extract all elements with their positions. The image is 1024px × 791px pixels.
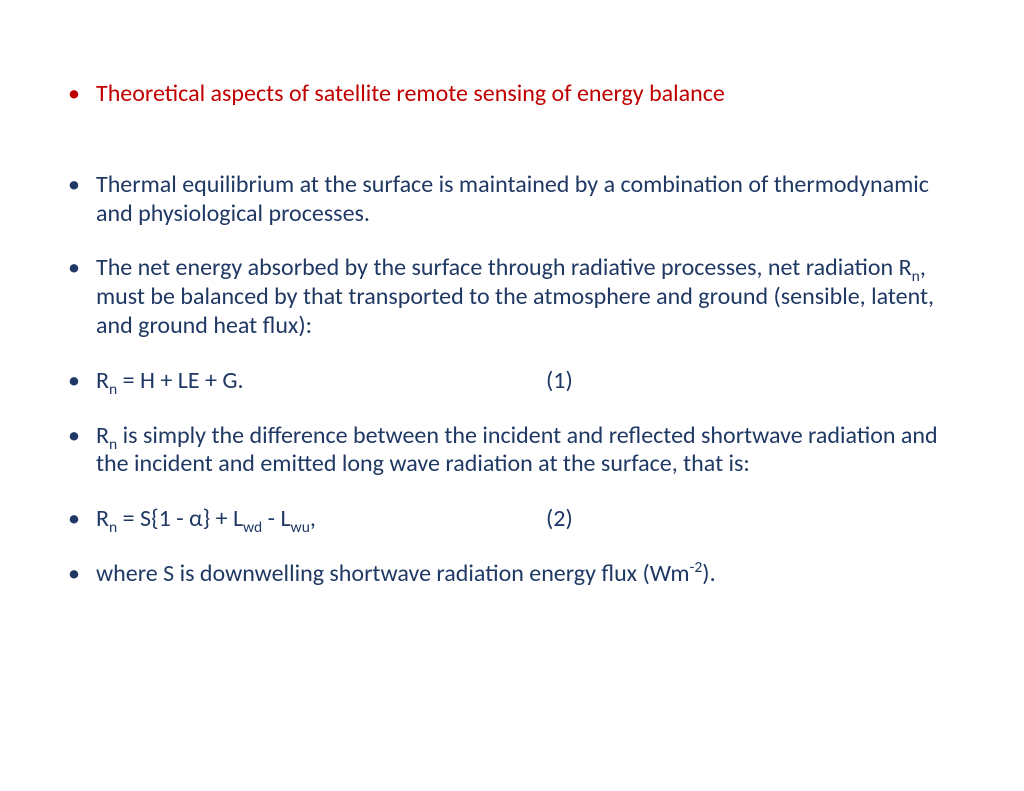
equation-text: Rn = S{1 - α} + Lwd - Lwu, xyxy=(96,505,546,534)
bullet-item: Theoretical aspects of satellite remote … xyxy=(60,80,964,109)
equation-number: (1) xyxy=(546,367,573,396)
equation-number: (2) xyxy=(546,505,573,534)
bullet-list: Theoretical aspects of satellite remote … xyxy=(60,80,964,589)
bullet-item: The net energy absorbed by the surface t… xyxy=(60,254,964,340)
bullet-item: Rn is simply the difference between the … xyxy=(60,422,964,480)
bullet-item: Rn = S{1 - α} + Lwd - Lwu,(2) xyxy=(60,505,964,534)
bullet-item: Rn = H + LE + G.(1) xyxy=(60,367,964,396)
bullet-item: where S is downwelling shortwave radiati… xyxy=(60,560,964,589)
bullet-item: Thermal equilibrium at the surface is ma… xyxy=(60,171,964,229)
equation-text: Rn = H + LE + G. xyxy=(96,367,546,396)
